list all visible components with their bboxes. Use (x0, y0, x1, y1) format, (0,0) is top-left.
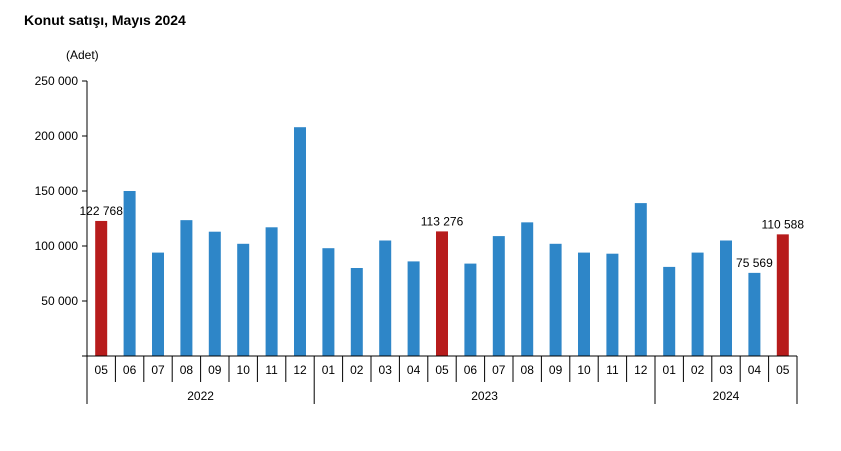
x-tick-label: 06 (464, 363, 478, 377)
x-tick-label: 07 (492, 363, 506, 377)
bar-8 (322, 248, 335, 356)
x-tick-label: 02 (350, 363, 364, 377)
bar-14 (492, 236, 505, 356)
y-tick-label: 200 000 (35, 129, 79, 143)
x-axis: 05 06 07 08 09 10 11 12 01 02 03 04 05 06 07 08 09 10 11 12… (86, 355, 798, 404)
x-tick-label: 09 (208, 363, 222, 377)
x-tick-label: 05 (95, 363, 109, 377)
x-tick-label: 12 (293, 363, 307, 377)
bar-23 (748, 272, 761, 356)
x-tick-label: 09 (549, 363, 563, 377)
x-year-label: 2022 (187, 389, 214, 403)
y-tick-label: 100 000 (35, 239, 79, 253)
bar-17 (578, 252, 590, 356)
bar-21 (691, 252, 704, 356)
bar-19 (634, 203, 647, 356)
bar-22 (720, 240, 732, 356)
x-tick-label: 10 (577, 363, 591, 377)
bar-13 (464, 263, 477, 356)
x-tick-label: 05 (776, 363, 790, 377)
y-axis-label: (Adet) (66, 48, 99, 62)
bar-4 (208, 231, 221, 356)
x-tick-label: 10 (237, 363, 251, 377)
x-tick-label: 05 (435, 363, 449, 377)
x-tick-label: 11 (606, 363, 619, 377)
x-tick-label: 11 (265, 363, 278, 377)
bar-7 (294, 127, 306, 356)
x-tick-label: 03 (719, 363, 733, 377)
bar-18 (606, 253, 619, 356)
bar-9 (350, 268, 363, 356)
x-tick-label: 04 (407, 363, 421, 377)
bar-0 (95, 220, 108, 356)
x-tick-label: 02 (691, 363, 705, 377)
x-tick-label: 12 (634, 363, 648, 377)
x-tick-label: 08 (180, 363, 194, 377)
x-tick-label: 08 (521, 363, 535, 377)
bar-10 (379, 240, 392, 356)
x-tick-label: 07 (151, 363, 165, 377)
y-axis: (Adet) 50 000 100 000 150 000 200 000 250 000 (35, 48, 99, 357)
x-tick-label: 01 (663, 363, 677, 377)
x-tick-label: 04 (748, 363, 762, 377)
bar-2 (152, 252, 164, 356)
bar-11 (407, 261, 420, 356)
data-label: 122 768 (80, 204, 124, 218)
x-tick-label: 06 (123, 363, 137, 377)
x-tick-label: 01 (322, 363, 336, 377)
bar-24 (776, 234, 789, 356)
y-tick-label: 50 000 (41, 294, 78, 308)
data-labels: 122 768 113 276 75 569 110 588 (80, 204, 805, 270)
x-year-label: 2023 (471, 389, 498, 403)
chart-title: Konut satışı, Mayıs 2024 (24, 12, 186, 28)
x-year-label: 2024 (713, 389, 740, 403)
bar-6 (265, 227, 278, 356)
data-label: 110 588 (762, 217, 805, 231)
data-label: 75 569 (736, 256, 773, 270)
bar-20 (663, 266, 676, 356)
bar-5 (237, 243, 250, 356)
bar-1 (123, 191, 136, 356)
data-label: 113 276 (421, 214, 464, 228)
bar-3 (180, 220, 193, 356)
bar-15 (521, 222, 534, 356)
x-tick-label: 03 (379, 363, 393, 377)
y-tick-label: 150 000 (35, 184, 79, 198)
bars (95, 127, 789, 356)
y-tick-label: 250 000 (35, 74, 79, 88)
bar-16 (549, 243, 562, 356)
bar-12 (436, 231, 448, 356)
